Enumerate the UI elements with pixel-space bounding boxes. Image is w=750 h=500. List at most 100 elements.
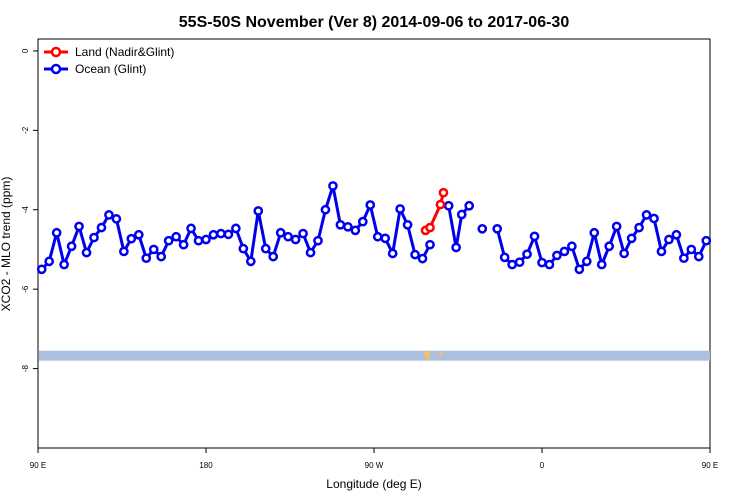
- ocean-point: [574, 264, 585, 275]
- legend: Land (Nadir&Glint) Ocean (Glint): [44, 45, 174, 76]
- ocean-point: [231, 223, 241, 234]
- legend-land-marker: [50, 46, 62, 58]
- ocean-point: [567, 241, 577, 252]
- ocean-point: [671, 229, 682, 240]
- ocean-point: [492, 223, 503, 234]
- legend-ocean-label: Ocean (Glint): [75, 62, 146, 76]
- ocean-point: [693, 251, 704, 262]
- ocean-point: [275, 227, 286, 238]
- ocean-point: [36, 264, 47, 275]
- ocean-point: [104, 210, 114, 220]
- ocean-point: [357, 216, 368, 227]
- y-tick-label: -4: [21, 206, 30, 214]
- x-tick-label: 90 E: [702, 461, 718, 470]
- ocean-point: [656, 246, 667, 257]
- ocean-point: [686, 244, 697, 255]
- ocean-point: [456, 209, 467, 220]
- ocean-point: [298, 228, 308, 239]
- ocean-point: [171, 231, 181, 242]
- ocean-point: [186, 223, 196, 234]
- ocean-point: [343, 221, 353, 232]
- land-point: [438, 187, 449, 198]
- series-layer: [36, 181, 712, 275]
- ocean-point: [335, 219, 346, 230]
- ocean-point: [641, 210, 652, 220]
- ocean-point: [156, 251, 167, 262]
- ocean-point: [89, 232, 99, 243]
- ocean-point: [664, 234, 674, 245]
- ocean-point: [44, 256, 55, 267]
- ocean-point: [410, 249, 420, 260]
- land-point: [425, 222, 435, 233]
- ocean-point: [365, 200, 376, 210]
- ocean-point: [380, 233, 391, 244]
- ocean-point: [238, 243, 249, 254]
- y-tick-label: 0: [21, 48, 30, 53]
- ocean-point: [51, 227, 62, 238]
- ocean-point: [537, 257, 547, 268]
- x-tick-label: 90 W: [365, 461, 384, 470]
- y-tick-label: -6: [21, 285, 30, 293]
- ocean-point: [290, 234, 301, 245]
- ocean-point: [507, 259, 517, 270]
- ocean-point: [305, 247, 316, 258]
- ocean-point: [119, 246, 129, 257]
- ocean-point: [387, 248, 398, 259]
- ocean-point: [66, 241, 77, 252]
- ocean-point: [283, 231, 293, 242]
- x-tick-label: 0: [540, 461, 545, 470]
- ocean-point: [499, 252, 510, 263]
- x-tick-label: 180: [199, 461, 213, 470]
- ocean-point: [514, 257, 525, 268]
- band-mark: [439, 352, 444, 356]
- ocean-point: [216, 228, 226, 239]
- ocean-point: [544, 259, 555, 270]
- ocean-point: [133, 229, 144, 240]
- ocean-point: [611, 221, 622, 232]
- chart-title: 55S-50S November (Ver 8) 2014-09-06 to 2…: [179, 14, 570, 31]
- band-rect: [39, 350, 710, 361]
- ocean-point: [589, 227, 600, 238]
- ocean-point: [223, 229, 234, 240]
- ocean-point: [126, 233, 137, 244]
- ocean-point: [395, 204, 405, 214]
- ocean-point: [96, 222, 107, 233]
- ocean-point: [649, 213, 659, 224]
- ocean-point: [201, 234, 211, 245]
- land-point: [435, 199, 446, 210]
- ocean-point: [604, 241, 615, 252]
- ocean-line: [447, 204, 471, 249]
- ocean-point: [245, 256, 256, 267]
- ocean-point: [522, 249, 532, 260]
- ocean-point: [111, 214, 122, 224]
- ocean-point: [320, 204, 331, 215]
- ocean-point: [619, 248, 629, 259]
- ocean-point: [372, 231, 383, 242]
- ocean-point: [141, 253, 152, 264]
- ocean-point: [350, 225, 361, 236]
- ocean-point: [402, 219, 413, 230]
- ocean-point: [313, 235, 323, 246]
- ocean-point: [208, 229, 219, 240]
- ocean-point: [552, 250, 562, 261]
- ocean-point: [581, 256, 592, 267]
- ocean-point: [425, 239, 435, 250]
- ocean-point: [163, 235, 174, 246]
- ocean-point: [417, 253, 428, 264]
- ocean-point: [679, 253, 689, 264]
- band-mark: [425, 356, 430, 361]
- ocean-point: [253, 206, 264, 216]
- ocean-point: [260, 243, 271, 254]
- ocean-point: [634, 222, 644, 233]
- land-sea-band: [39, 350, 710, 361]
- ocean-point: [701, 235, 712, 246]
- ocean-point: [81, 247, 92, 258]
- ocean-point: [626, 233, 637, 244]
- y-axis-label: XCO2 - MLO trend (ppm): [0, 177, 13, 312]
- y-tick-label: -2: [21, 126, 30, 134]
- ocean-point: [451, 242, 461, 253]
- ocean-point: [178, 239, 189, 250]
- ocean-point: [193, 235, 204, 246]
- ocean-point: [148, 244, 159, 255]
